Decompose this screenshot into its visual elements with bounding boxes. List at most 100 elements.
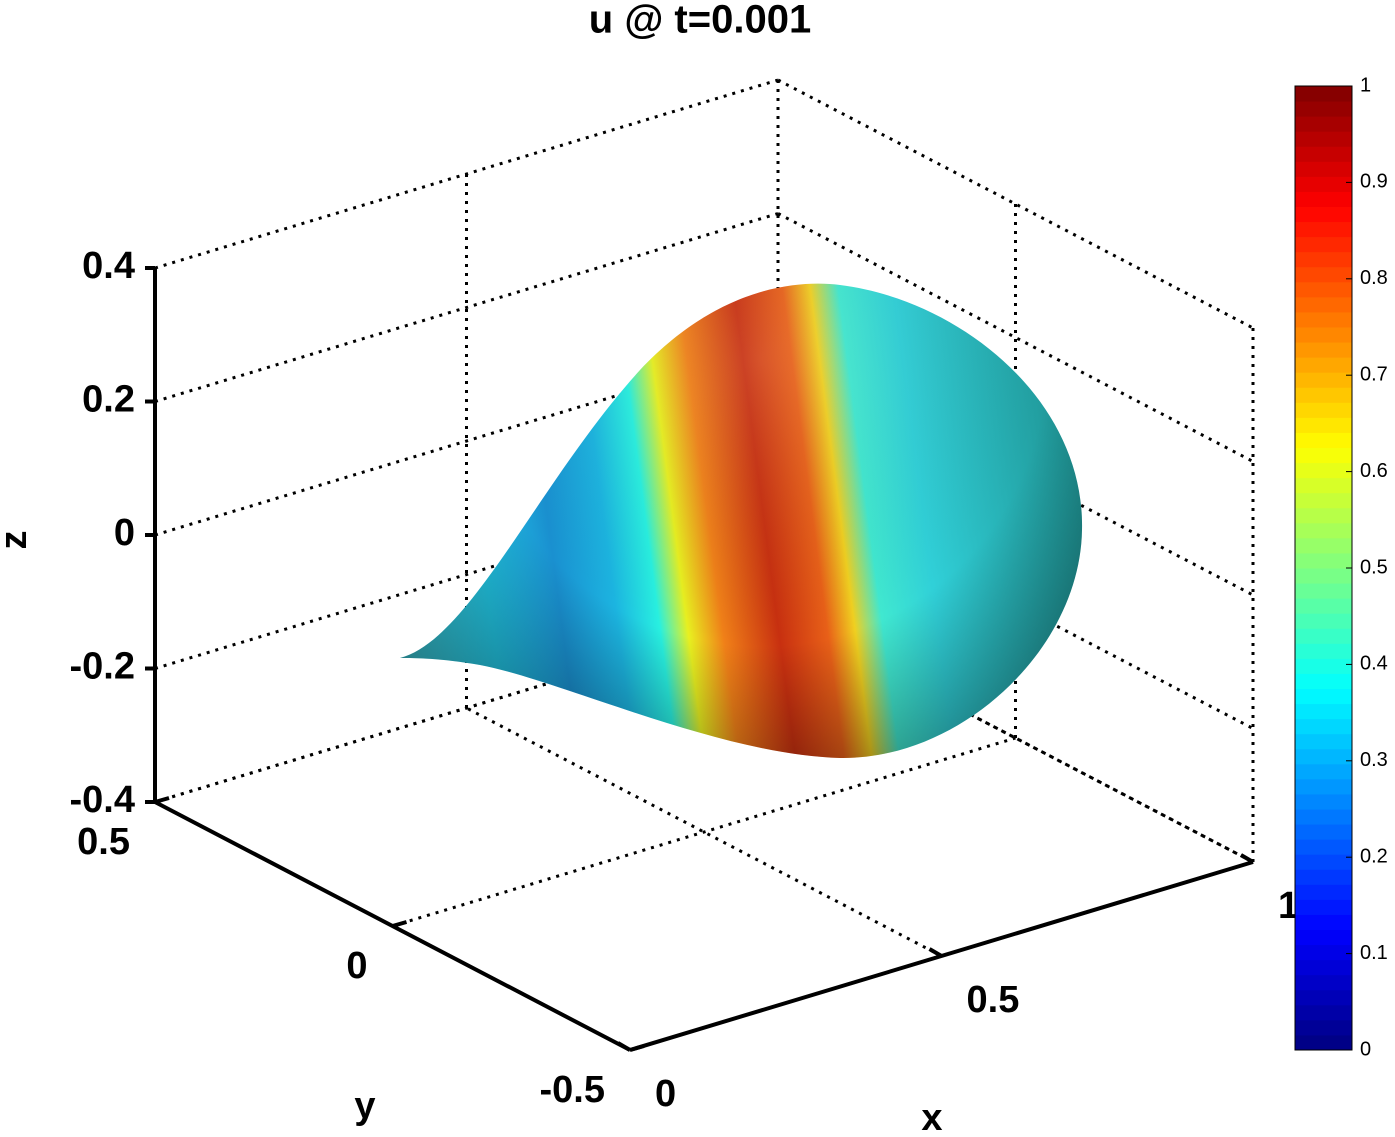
colorbar-swatch	[1295, 929, 1352, 946]
y-tick	[391, 920, 408, 928]
colorbar-swatch	[1295, 1034, 1352, 1051]
colorbar-swatch	[1295, 116, 1352, 132]
colorbar-tick-label: 1	[1360, 74, 1371, 96]
colorbar-swatch	[1295, 568, 1352, 584]
colorbar-tick-label: 0.9	[1360, 171, 1388, 193]
colorbar-swatch	[1295, 537, 1352, 554]
y-tick-label: 0	[346, 945, 367, 987]
colorbar-swatch	[1295, 522, 1352, 539]
colorbar-swatch	[1295, 598, 1352, 614]
colorbar-tick-label: 0.7	[1360, 363, 1388, 385]
colorbar-swatch	[1295, 688, 1352, 705]
colorbar-swatch	[1295, 417, 1352, 433]
colorbar-swatch	[1295, 703, 1352, 720]
colorbar-swatch	[1295, 236, 1352, 253]
colorbar-swatch	[1295, 748, 1352, 765]
colorbar-swatch	[1295, 643, 1352, 659]
grid	[153, 78, 1255, 1052]
colorbar-swatch	[1295, 387, 1352, 403]
colorbar-swatch	[1295, 176, 1352, 192]
colorbar-swatch	[1295, 507, 1352, 524]
colorbar-swatch	[1295, 327, 1352, 343]
colorbar-swatch	[1295, 733, 1352, 750]
x-tick	[616, 1041, 632, 1052]
colorbar-swatch	[1295, 658, 1352, 674]
colorbar-swatch	[1295, 342, 1352, 358]
colorbar-swatch	[1295, 854, 1352, 870]
colorbar-tick-label: 0.6	[1360, 460, 1388, 482]
colorbar-swatch	[1295, 552, 1352, 569]
colorbar-swatch	[1295, 778, 1352, 795]
colorbar-swatch	[1295, 101, 1352, 117]
x-axis-label: x	[921, 1097, 942, 1137]
axes: -0.4 -0.2 0 0.2 0.4 -0.5 0 0.5 0 0.5 1	[70, 245, 1300, 1115]
colorbar-swatch	[1295, 447, 1352, 464]
x-tick	[1239, 853, 1255, 864]
colorbar-swatch	[1295, 944, 1352, 961]
colorbar-swatch	[1295, 357, 1352, 373]
colorbar-swatch	[1295, 824, 1352, 840]
z-tick-label: 0.4	[82, 245, 135, 287]
surface-shading	[400, 283, 1083, 759]
colorbar-swatch	[1295, 191, 1352, 207]
colorbar-swatch	[1295, 718, 1352, 735]
colorbar-swatch	[1295, 477, 1352, 494]
grid-line	[154, 78, 779, 270]
z-tick-label: -0.2	[70, 646, 135, 688]
colorbar-tick-label: 0.4	[1360, 653, 1388, 675]
colorbar-tick-label: 0.2	[1360, 845, 1388, 867]
grid-line	[392, 736, 1016, 928]
colorbar-tick-label: 0.3	[1360, 749, 1388, 771]
colorbar-swatch	[1295, 613, 1352, 629]
y-tick	[154, 796, 170, 804]
colorbar-swatch	[1295, 296, 1352, 313]
chart-title: u @ t=0.001	[589, 0, 811, 42]
colorbar-swatch	[1295, 809, 1352, 825]
colorbar-swatch	[1295, 206, 1352, 223]
colorbar-swatch	[1295, 311, 1352, 328]
colorbar-swatch	[1295, 914, 1352, 930]
colorbar-swatch	[1295, 146, 1352, 162]
colorbar-swatch	[1295, 251, 1352, 268]
colorbar-swatch	[1295, 989, 1352, 1006]
x-tick-label: 1	[1278, 885, 1299, 927]
colorbar-tick-label: 0.8	[1360, 267, 1388, 289]
z-tick-label: -0.4	[70, 779, 135, 821]
x-tick	[928, 947, 943, 958]
colorbar-swatch	[1295, 763, 1352, 780]
colorbar-swatch	[1295, 959, 1352, 976]
grid-line	[154, 212, 779, 403]
x-tick-label: 0.5	[967, 979, 1020, 1021]
colorbar-swatch	[1295, 673, 1352, 689]
colorbar-swatch	[1295, 839, 1352, 855]
colorbar-swatch	[1295, 583, 1352, 599]
colorbar-swatch	[1295, 462, 1352, 479]
colorbar-tick-label: 0.1	[1360, 942, 1388, 964]
x-tick-label: 0	[655, 1073, 676, 1115]
colorbar-swatch	[1295, 131, 1352, 147]
colorbar-swatch	[1295, 628, 1352, 644]
colorbar-swatch	[1295, 492, 1352, 509]
colorbar-swatch	[1295, 86, 1352, 102]
surface	[400, 283, 1083, 759]
colorbar-swatch	[1295, 1004, 1352, 1021]
colorbar-swatch	[1295, 869, 1352, 885]
colorbar-swatch	[1295, 974, 1352, 991]
colorbar-swatch	[1295, 281, 1352, 298]
colorbar-swatch	[1295, 1019, 1352, 1036]
colorbar: 0 0.1 0.2 0.3 0.4 0.5 0.6 0.7 0.8 0.9 1	[1294, 74, 1388, 1060]
colorbar-swatch	[1295, 221, 1352, 238]
colorbar-tick-label: 0.5	[1360, 556, 1388, 578]
y-tick-label: 0.5	[77, 821, 130, 863]
colorbar-swatch	[1295, 372, 1352, 388]
colorbar-swatch	[1295, 899, 1352, 915]
colorbar-tick-label: 0	[1360, 1038, 1371, 1060]
z-tick-label: 0	[114, 512, 135, 554]
y-tick	[629, 1044, 645, 1052]
colorbar-swatch	[1295, 161, 1352, 177]
colorbar-swatch	[1295, 402, 1352, 418]
z-axis-label: z	[0, 531, 35, 550]
z-tick-label: 0.2	[82, 379, 135, 421]
colorbar-swatch	[1295, 432, 1352, 448]
